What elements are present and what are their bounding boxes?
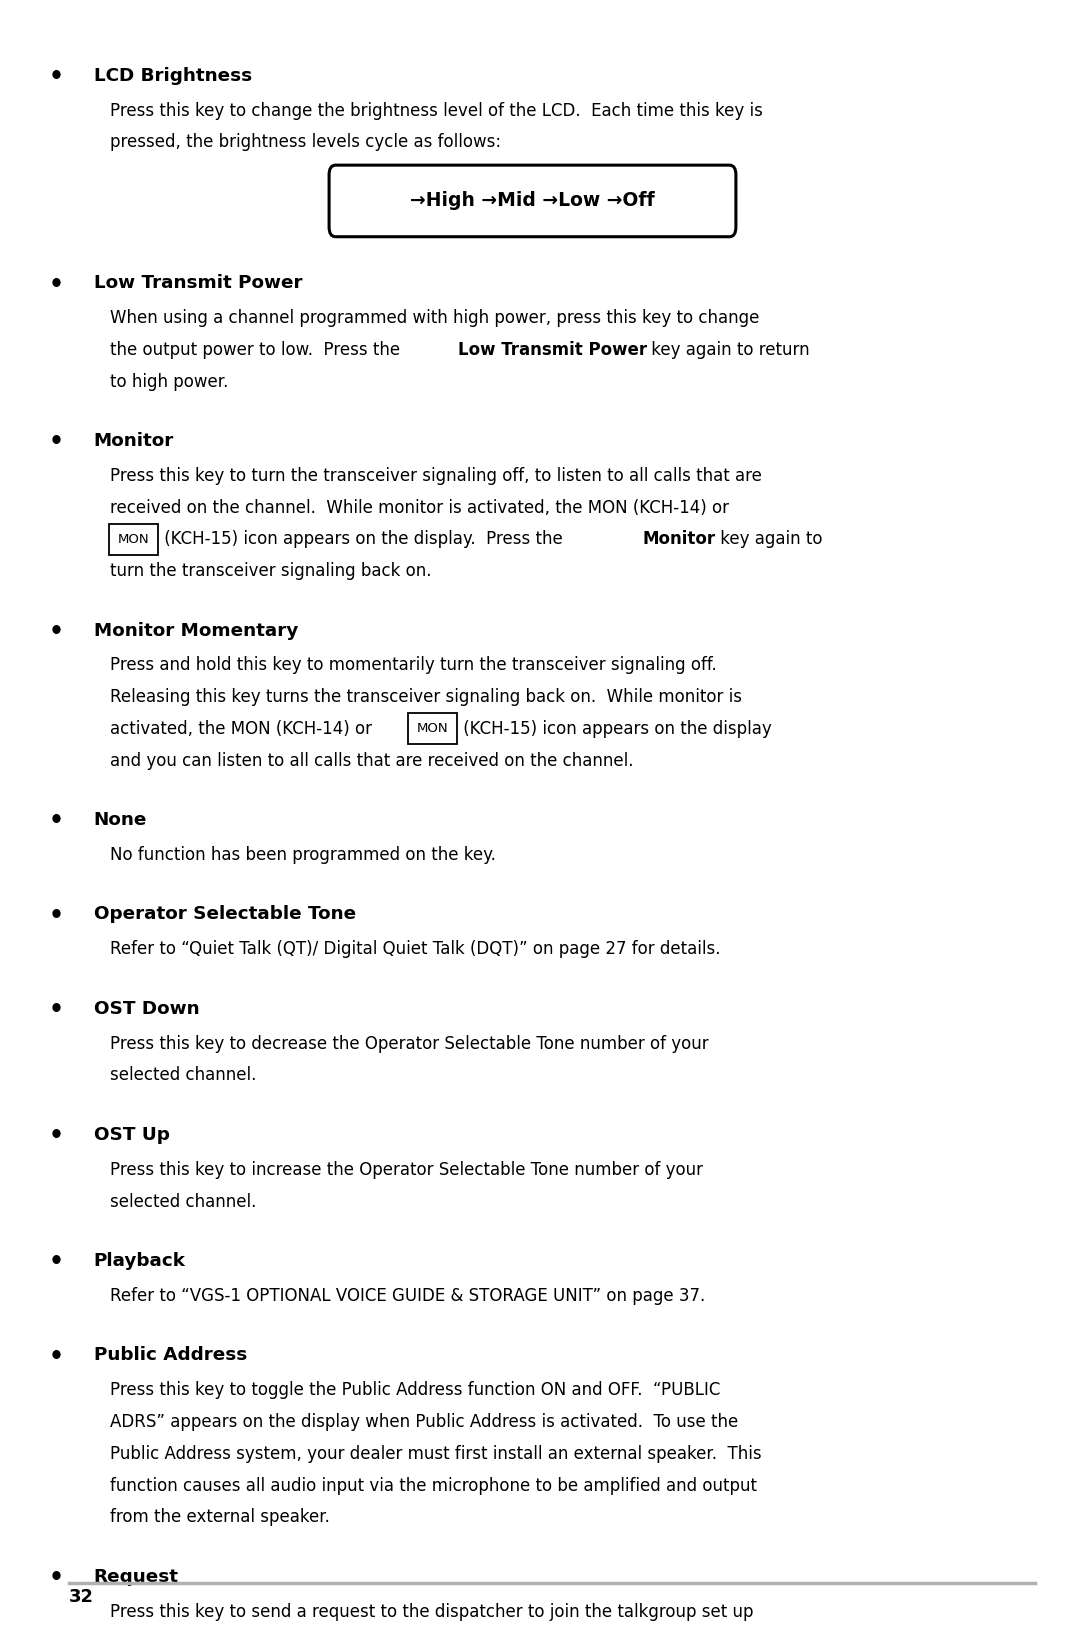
Text: 32: 32	[69, 1588, 94, 1606]
FancyBboxPatch shape	[109, 524, 158, 555]
Text: Public Address system, your dealer must first install an external speaker.  This: Public Address system, your dealer must …	[110, 1445, 761, 1463]
Text: ADRS” appears on the display when Public Address is activated.  To use the: ADRS” appears on the display when Public…	[110, 1412, 738, 1432]
Text: Low Transmit Power: Low Transmit Power	[94, 275, 302, 293]
Text: Refer to “VGS-1 OPTIONAL VOICE GUIDE & STORAGE UNIT” on page 37.: Refer to “VGS-1 OPTIONAL VOICE GUIDE & S…	[110, 1287, 705, 1305]
Text: •: •	[49, 903, 64, 927]
Text: •: •	[49, 65, 64, 89]
Text: MON: MON	[417, 722, 448, 735]
Text: →High →Mid →Low →Off: →High →Mid →Low →Off	[410, 192, 655, 210]
Text: Press this key to send a request to the dispatcher to join the talkgroup set up: Press this key to send a request to the …	[110, 1603, 753, 1620]
Text: Press this key to turn the transceiver signaling off, to listen to all calls tha: Press this key to turn the transceiver s…	[110, 467, 761, 485]
Text: (KCH-15) icon appears on the display: (KCH-15) icon appears on the display	[458, 719, 772, 739]
Text: selected channel.: selected channel.	[110, 1066, 256, 1085]
Text: •: •	[49, 430, 64, 454]
Text: key again to: key again to	[715, 530, 822, 548]
Text: Public Address: Public Address	[94, 1346, 247, 1365]
Text: turn the transceiver signaling back on.: turn the transceiver signaling back on.	[110, 561, 431, 581]
Text: Refer to “Quiet Talk (QT)/ Digital Quiet Talk (DQT)” on page 27 for details.: Refer to “Quiet Talk (QT)/ Digital Quiet…	[110, 940, 720, 958]
Text: selected channel.: selected channel.	[110, 1193, 256, 1210]
Text: •: •	[49, 809, 64, 833]
Text: function causes all audio input via the microphone to be amplified and output: function causes all audio input via the …	[110, 1476, 757, 1495]
Text: When using a channel programmed with high power, press this key to change: When using a channel programmed with hig…	[110, 309, 759, 327]
Text: None: None	[94, 810, 147, 830]
Text: •: •	[49, 1344, 64, 1368]
FancyBboxPatch shape	[408, 713, 457, 744]
Text: received on the channel.  While monitor is activated, the MON (KCH-14) or: received on the channel. While monitor i…	[110, 498, 728, 517]
Text: Press this key to increase the Operator Selectable Tone number of your: Press this key to increase the Operator …	[110, 1160, 703, 1180]
Text: Press this key to decrease the Operator Selectable Tone number of your: Press this key to decrease the Operator …	[110, 1035, 708, 1053]
Text: Monitor: Monitor	[94, 431, 174, 451]
Text: Press this key to toggle the Public Address function ON and OFF.  “PUBLIC: Press this key to toggle the Public Addr…	[110, 1381, 720, 1399]
Text: pressed, the brightness levels cycle as follows:: pressed, the brightness levels cycle as …	[110, 133, 501, 151]
Text: Releasing this key turns the transceiver signaling back on.  While monitor is: Releasing this key turns the transceiver…	[110, 688, 741, 706]
Text: •: •	[49, 1565, 64, 1590]
Text: and you can listen to all calls that are received on the channel.: and you can listen to all calls that are…	[110, 752, 634, 770]
Text: (KCH-15) icon appears on the display.  Press the: (KCH-15) icon appears on the display. Pr…	[159, 530, 568, 548]
Text: Operator Selectable Tone: Operator Selectable Tone	[94, 905, 356, 924]
Text: Monitor Momentary: Monitor Momentary	[94, 622, 298, 639]
Text: the output power to low.  Press the: the output power to low. Press the	[110, 342, 405, 360]
Text: activated, the MON (KCH-14) or: activated, the MON (KCH-14) or	[110, 719, 377, 739]
Text: MON: MON	[117, 532, 149, 545]
Text: No function has been programmed on the key.: No function has been programmed on the k…	[110, 846, 495, 864]
Text: Request: Request	[94, 1567, 179, 1586]
Text: key again to return: key again to return	[645, 342, 809, 360]
Text: from the external speaker.: from the external speaker.	[110, 1508, 329, 1526]
Text: •: •	[49, 1124, 64, 1149]
Text: Monitor: Monitor	[642, 530, 715, 548]
Text: •: •	[49, 620, 64, 644]
Text: LCD Brightness: LCD Brightness	[94, 67, 251, 85]
Text: Press and hold this key to momentarily turn the transceiver signaling off.: Press and hold this key to momentarily t…	[110, 656, 717, 675]
Text: Low Transmit Power: Low Transmit Power	[458, 342, 646, 360]
Text: •: •	[49, 997, 64, 1022]
Text: Playback: Playback	[94, 1251, 185, 1271]
Text: to high power.: to high power.	[110, 373, 228, 390]
FancyBboxPatch shape	[329, 166, 736, 238]
Text: •: •	[49, 273, 64, 296]
Text: OST Up: OST Up	[94, 1126, 169, 1144]
Text: Press this key to change the brightness level of the LCD.  Each time this key is: Press this key to change the brightness …	[110, 103, 763, 120]
Text: OST Down: OST Down	[94, 999, 199, 1019]
Text: •: •	[49, 1250, 64, 1274]
